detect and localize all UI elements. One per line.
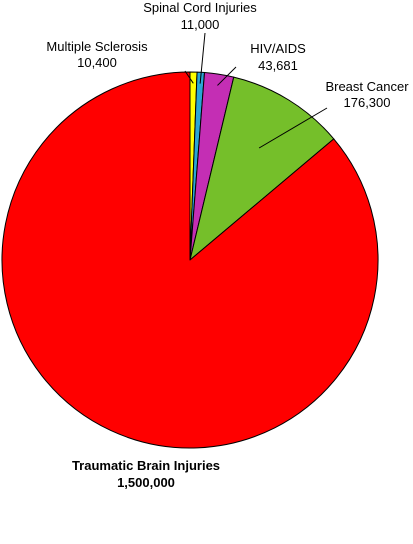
label-spinal-cord-name: Spinal Cord Injuries xyxy=(143,0,257,15)
label-traumatic-brain-value: 1,500,000 xyxy=(117,475,175,490)
leader-line-breast-cancer xyxy=(258,107,328,149)
label-breast-cancer-value: 176,300 xyxy=(344,95,391,110)
pie-slice-breast-cancer xyxy=(189,76,335,261)
pie-slices xyxy=(1,71,379,449)
label-hiv-aids-name: HIV/AIDS xyxy=(250,41,306,56)
label-multiple-sclerosis-name: Multiple Sclerosis xyxy=(46,39,148,54)
leader-lines xyxy=(184,32,328,149)
label-multiple-sclerosis-value: 10,400 xyxy=(77,55,117,70)
label-spinal-cord-value: 11,000 xyxy=(181,17,220,32)
leader-line-multiple-sclerosis xyxy=(184,70,194,84)
leader-line-hiv-aids xyxy=(217,66,237,86)
pie-slice-traumatic-brain-injuries xyxy=(1,71,379,449)
label-hiv-aids-value: 43,681 xyxy=(258,58,298,73)
label-breast-cancer-name: Breast Cancer xyxy=(325,79,409,94)
leader-line-spinal-cord-injuries xyxy=(199,32,206,84)
label-traumatic-brain-name: Traumatic Brain Injuries xyxy=(72,458,220,473)
